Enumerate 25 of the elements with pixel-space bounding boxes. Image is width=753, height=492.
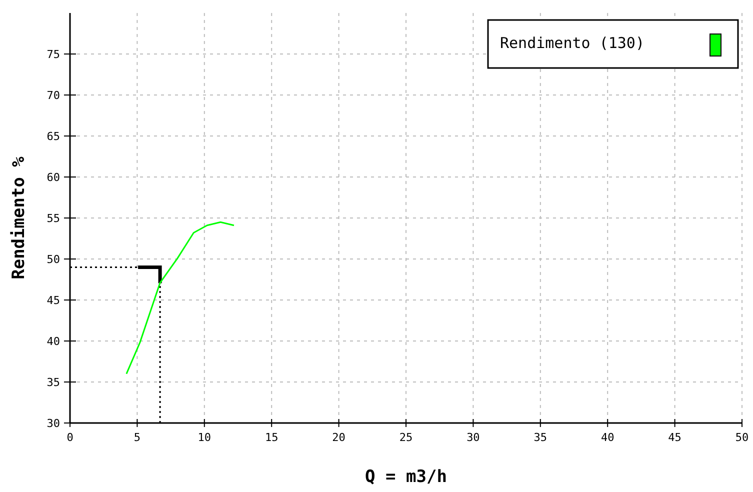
y-tick-label: 55 xyxy=(46,212,60,225)
x-tick-label: 50 xyxy=(735,431,749,444)
line-series xyxy=(126,221,235,375)
x-tick-label: 20 xyxy=(332,431,346,444)
y-tick-label: 50 xyxy=(46,253,60,266)
y-axis-title: Rendimento % xyxy=(9,156,29,280)
legend: Rendimento (130) xyxy=(487,19,739,69)
x-tick-label: 30 xyxy=(466,431,480,444)
x-tick-label: 45 xyxy=(668,431,682,444)
x-tick-label: 15 xyxy=(264,431,278,444)
y-tick-label: 30 xyxy=(46,417,60,430)
x-axis-title: Q = m3/h xyxy=(365,467,447,487)
y-tick-label: 40 xyxy=(46,335,60,348)
y-tick-label: 45 xyxy=(46,294,60,307)
y-tick-label: 75 xyxy=(46,48,60,61)
y-tick-label: 35 xyxy=(46,376,60,389)
x-tick-label: 35 xyxy=(534,431,548,444)
y-tick-label: 70 xyxy=(46,89,60,102)
x-tick-label: 25 xyxy=(399,431,413,444)
y-tick-label: 65 xyxy=(46,130,60,143)
x-tick-label: 10 xyxy=(198,431,212,444)
x-tick-label: 40 xyxy=(600,431,614,444)
y-tick-label: 60 xyxy=(46,171,60,184)
x-tick-label: 0 xyxy=(66,431,74,444)
x-tick-label: 5 xyxy=(134,431,141,444)
